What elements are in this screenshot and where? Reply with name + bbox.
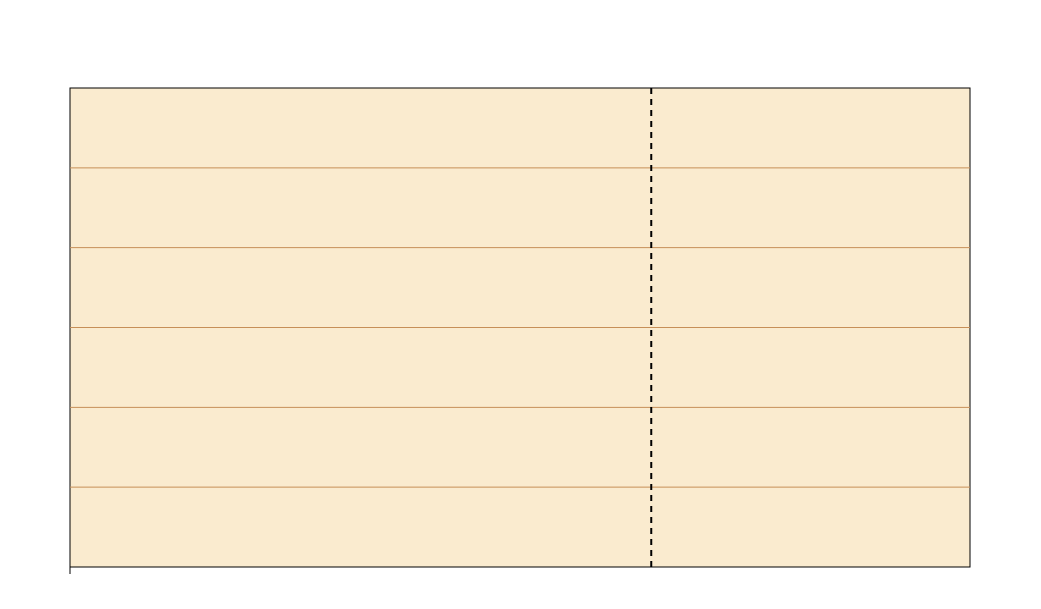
expenditure-chart [0,0,1041,609]
